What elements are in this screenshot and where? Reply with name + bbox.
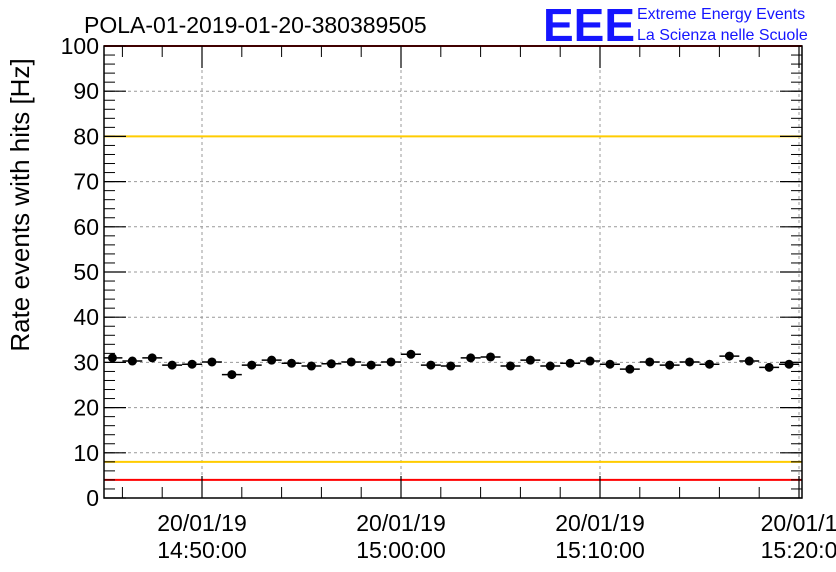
y-tick-label: 50 bbox=[73, 259, 99, 285]
data-point bbox=[306, 361, 316, 371]
data-point bbox=[346, 357, 356, 367]
data-point bbox=[545, 361, 555, 371]
data-point bbox=[645, 357, 655, 367]
y-tick-label: 60 bbox=[73, 214, 99, 240]
data-point bbox=[287, 358, 297, 368]
data-point bbox=[486, 352, 496, 362]
data-point bbox=[605, 359, 615, 369]
data-point bbox=[147, 353, 157, 363]
data-point bbox=[565, 358, 575, 368]
data-point bbox=[744, 356, 754, 366]
data-point bbox=[466, 353, 476, 363]
y-tick-label: 20 bbox=[73, 395, 99, 421]
data-point bbox=[784, 359, 794, 369]
data-point bbox=[227, 370, 237, 380]
plot-frame bbox=[103, 45, 803, 499]
data-point bbox=[107, 353, 117, 363]
data-point bbox=[685, 357, 695, 367]
data-point bbox=[764, 362, 774, 372]
logo-line-2: La Scienza nelle Scuole bbox=[637, 27, 808, 44]
data-point bbox=[127, 356, 137, 366]
data-point bbox=[167, 360, 177, 370]
data-point bbox=[426, 360, 436, 370]
data-point bbox=[505, 361, 515, 371]
x-tick-date: 20/01/19 bbox=[555, 510, 645, 536]
data-point bbox=[406, 349, 416, 359]
y-axis-label: Rate events with hits [Hz] bbox=[5, 58, 35, 351]
data-point bbox=[187, 359, 197, 369]
grid bbox=[104, 46, 802, 498]
data-point bbox=[665, 360, 675, 370]
y-tick-label: 0 bbox=[86, 485, 99, 511]
x-tick-date: 20/01/1 bbox=[761, 510, 836, 536]
y-tick-label: 80 bbox=[73, 123, 99, 149]
reference-lines bbox=[104, 45, 802, 481]
y-tick-label: 40 bbox=[73, 304, 99, 330]
y-tick-label: 70 bbox=[73, 169, 99, 195]
data-point bbox=[326, 359, 336, 369]
x-tick-time: 15:20:0 bbox=[761, 537, 836, 563]
data-point bbox=[247, 360, 257, 370]
data-point bbox=[585, 356, 595, 366]
chart-title: POLA-01-2019-01-20-380389505 bbox=[84, 12, 427, 38]
x-tick-time: 15:10:00 bbox=[555, 537, 645, 563]
data-point bbox=[366, 360, 376, 370]
y-tick-label: 100 bbox=[61, 33, 99, 59]
x-tick-date: 20/01/19 bbox=[157, 510, 247, 536]
x-tick-date: 20/01/19 bbox=[356, 510, 446, 536]
data-point bbox=[446, 361, 456, 371]
y-tick-label: 10 bbox=[73, 440, 99, 466]
data-point bbox=[267, 355, 277, 365]
eee-logo: EEE Extreme Energy Events La Scienza nel… bbox=[543, 0, 808, 51]
data-point bbox=[625, 364, 635, 374]
y-tick-label: 90 bbox=[73, 78, 99, 104]
data-points bbox=[104, 349, 799, 380]
data-point bbox=[207, 357, 217, 367]
logo-mark: EEE bbox=[543, 0, 635, 51]
data-point bbox=[386, 357, 396, 367]
data-point bbox=[704, 359, 714, 369]
y-tick-label: 30 bbox=[73, 349, 99, 375]
x-tick-time: 15:00:00 bbox=[356, 537, 446, 563]
x-tick-labels: 20/01/1914:50:0020/01/1915:00:0020/01/19… bbox=[157, 510, 836, 563]
data-point bbox=[724, 351, 734, 361]
data-point bbox=[525, 355, 535, 365]
x-tick-time: 14:50:00 bbox=[157, 537, 247, 563]
logo-line-1: Extreme Energy Events bbox=[637, 6, 805, 23]
y-tick-labels: 0 10 20 30 40 50 60 70 80 90 100 bbox=[61, 33, 99, 511]
